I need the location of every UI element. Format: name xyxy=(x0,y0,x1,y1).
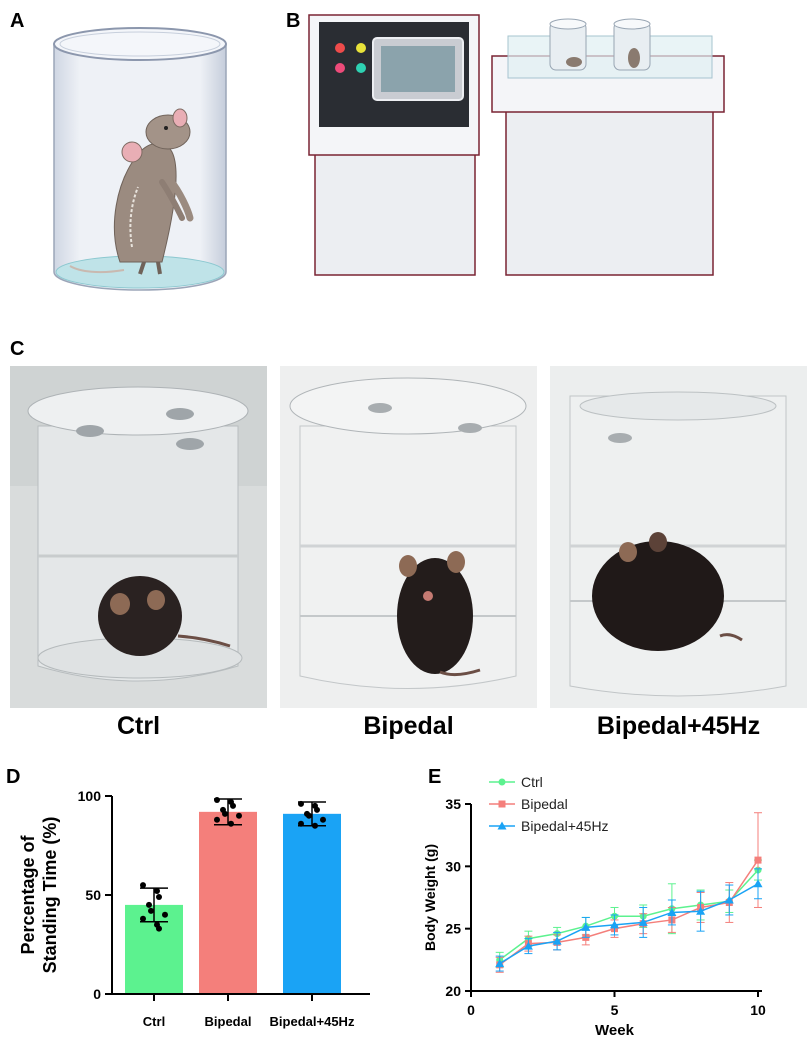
series-line-bipedal-45hz xyxy=(499,883,759,965)
data-point xyxy=(156,893,162,900)
y-axis-title-line2: Standing Time (%) xyxy=(40,817,60,974)
y-tick-label: 25 xyxy=(445,921,461,937)
x-tick-label: Bipedal xyxy=(205,1014,252,1029)
bar-bipedal xyxy=(199,811,257,994)
data-point-bipedal-45hz xyxy=(724,895,734,904)
y-tick-label: 20 xyxy=(445,983,461,999)
data-point xyxy=(156,925,162,932)
data-point-bipedal-45hz xyxy=(610,920,619,929)
legend-marker-bipedal-45hz xyxy=(497,821,507,830)
x-tick-label: 10 xyxy=(750,1002,766,1018)
standing-time-bar-chart: Ctrl Bipedal Bipedal+45Hz 0 50 100 Percentage … xyxy=(18,788,370,1029)
testing-platform-illustration xyxy=(491,18,725,276)
caption-bipedal: Bipedal xyxy=(363,712,454,740)
y-tick-label: 35 xyxy=(445,796,461,812)
data-point-bipedal xyxy=(754,856,762,864)
control-box-illustration xyxy=(308,14,480,276)
legend-marker-ctrl xyxy=(498,778,506,786)
data-point-bipedal-45hz xyxy=(581,922,591,931)
series-line-bipedal xyxy=(499,859,759,966)
data-point xyxy=(298,800,304,807)
panel-label-c: C xyxy=(10,338,25,360)
data-point-bipedal-45hz xyxy=(638,917,648,926)
legend-label-bipedal-45hz: Bipedal+45Hz xyxy=(521,818,609,834)
x-tick-label: 5 xyxy=(611,1002,619,1018)
data-point xyxy=(312,822,318,829)
data-point xyxy=(228,820,234,827)
data-point xyxy=(214,816,220,823)
bar-bipedal-45hz xyxy=(283,813,341,994)
data-point xyxy=(162,911,168,918)
data-point xyxy=(146,901,152,908)
data-point xyxy=(320,816,326,823)
data-point xyxy=(154,888,160,895)
data-point-bipedal-45hz xyxy=(495,959,505,968)
panel-label-a: A xyxy=(10,10,25,32)
y-axis-title: Body Weight (g) xyxy=(422,844,438,951)
x-axis-title: Week xyxy=(595,1022,635,1039)
panel-label-e: E xyxy=(428,766,442,788)
x-tick-label: Ctrl xyxy=(143,1014,165,1029)
data-point xyxy=(306,812,312,819)
data-point-bipedal-45hz xyxy=(552,936,562,945)
data-point xyxy=(222,810,228,817)
caption-ctrl: Ctrl xyxy=(116,712,161,740)
photo-ctrl-mouse xyxy=(10,366,267,708)
data-point xyxy=(214,796,220,803)
y-tick-label: 50 xyxy=(85,887,101,903)
y-tick-label: 0 xyxy=(93,986,101,1002)
data-point-bipedal-45hz xyxy=(696,906,706,915)
series-line-ctrl xyxy=(499,869,759,961)
data-point xyxy=(140,915,146,922)
y-axis-title-line1: Percentage of xyxy=(18,834,38,954)
photo-bipedal-mouse xyxy=(280,366,537,708)
panel-label-b: B xyxy=(286,10,301,32)
y-axis-title: Percentage of Standing Time (%) xyxy=(18,817,60,974)
panel-label-d: D xyxy=(6,766,21,788)
legend-label-ctrl: Ctrl xyxy=(521,774,543,790)
data-point-bipedal-45hz xyxy=(667,907,677,916)
data-point-bipedal-45hz xyxy=(523,941,533,950)
mouse-in-cylinder-illustration xyxy=(53,27,227,291)
x-tick-label: 0 xyxy=(467,1002,475,1018)
x-tick-label: Bipedal+45Hz xyxy=(270,1014,355,1029)
data-point xyxy=(298,820,304,827)
data-point xyxy=(140,882,146,889)
y-tick-label: 30 xyxy=(445,858,461,874)
y-tick-label: 100 xyxy=(78,788,102,804)
data-point-bipedal-45hz xyxy=(753,879,763,888)
legend-marker-bipedal xyxy=(498,800,506,808)
photo-bipedal-45hz-mouse xyxy=(550,366,807,708)
data-point xyxy=(236,812,242,819)
body-weight-line-chart: 20 25 30 35 0 5 10 Week Body Weight (g) Ctrl Biped… xyxy=(422,774,766,1039)
y-axis-title-group: Body Weight (g) xyxy=(422,844,438,951)
data-point xyxy=(148,907,154,914)
legend-label-bipedal: Bipedal xyxy=(521,796,568,812)
data-point xyxy=(314,806,320,813)
caption-bipedal-45hz: Bipedal+45Hz xyxy=(596,712,761,740)
data-point xyxy=(230,802,236,809)
